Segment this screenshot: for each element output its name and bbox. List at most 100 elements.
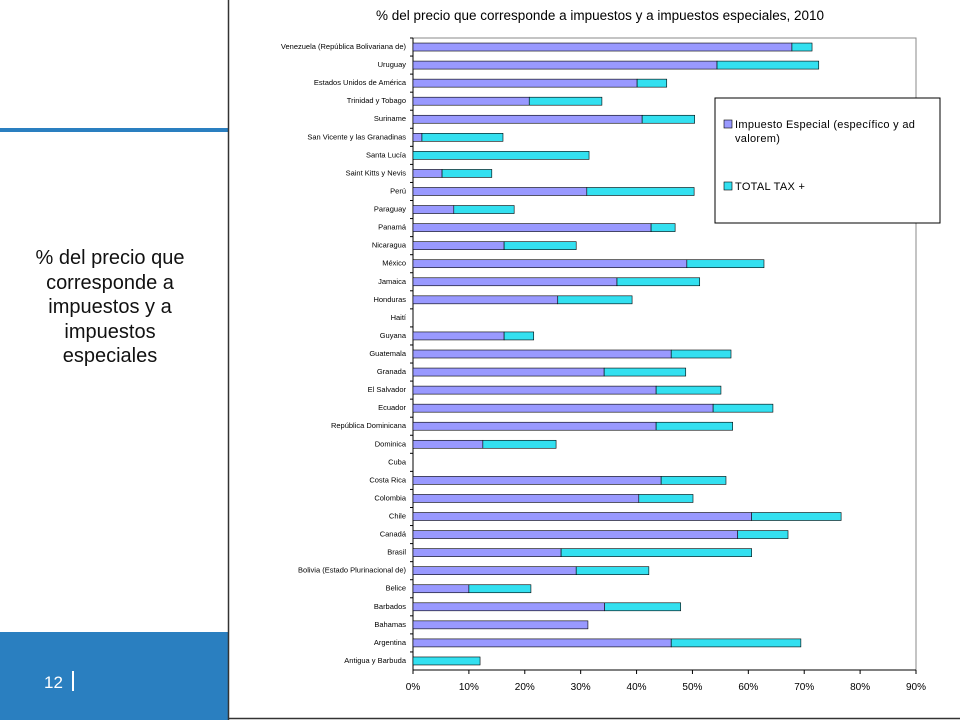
y-tick-label: Trinidad y Tobago: [347, 96, 406, 105]
bar-segment: [712, 403, 774, 413]
legend-label: TOTAL TAX +: [735, 181, 806, 193]
footer-band: [0, 632, 228, 720]
x-tick-label: 40%: [627, 682, 647, 693]
y-tick-label: Nicaragua: [372, 241, 407, 250]
y-tick-label: Saint Kitts y Nevis: [346, 168, 407, 177]
bar-segment: [560, 548, 752, 557]
y-tick-label: Estados Unidos de América: [314, 78, 407, 87]
bar-segment: [412, 42, 793, 52]
bar-segment: [412, 223, 652, 232]
bar-segment: [412, 60, 718, 70]
bar-segment: [412, 277, 618, 287]
legend-entry: TOTAL TAX +: [735, 181, 806, 193]
bar-segment: [575, 566, 650, 575]
y-tick-label: Granada: [377, 367, 407, 376]
x-tick-label: 70%: [794, 682, 814, 693]
y-tick-label: Suriname: [374, 114, 406, 123]
bar-segment: [670, 638, 802, 648]
bar-segment: [716, 60, 820, 70]
bar-segment: [412, 421, 657, 431]
bar-segment: [412, 494, 640, 503]
bar-segment: [557, 295, 633, 305]
bar-segment: [686, 259, 765, 269]
bar-segment: [503, 241, 577, 250]
bar-segment: [641, 114, 695, 124]
bar-segment: [412, 620, 589, 630]
y-tick-label: Canadá: [380, 530, 407, 539]
bar-segment: [412, 78, 638, 88]
y-tick-label: Argentina: [374, 638, 407, 647]
y-tick-label: Venezuela (República Bolivariana de): [281, 42, 407, 51]
bar-segment: [655, 385, 722, 395]
y-tick-label: Chile: [389, 511, 406, 520]
bar-segment: [412, 602, 605, 612]
bar-segment: [412, 259, 688, 269]
bar-segment: [412, 367, 605, 377]
chart-title: % del precio que corresponde a impuestos…: [376, 8, 824, 23]
bar-segment: [650, 223, 676, 232]
bar-segment: [453, 205, 515, 214]
x-tick-label: 50%: [682, 682, 702, 693]
x-tick-label: 20%: [515, 682, 535, 693]
y-tick-label: Panamá: [378, 223, 407, 232]
legend-entry: Impuesto Especial (específico y ad valor…: [735, 119, 916, 145]
y-tick-label: Santa Lucía: [366, 150, 407, 159]
x-tick-label: 30%: [571, 682, 591, 693]
bar-segment: [636, 78, 668, 88]
bar-segment: [412, 169, 443, 178]
bar-segment: [412, 295, 559, 305]
bar-segment: [412, 331, 505, 341]
bar-segment: [412, 151, 590, 160]
bar-segment: [412, 385, 657, 395]
bar-segment: [655, 421, 733, 431]
legend-box: [714, 97, 941, 224]
bar-segment: [616, 277, 701, 287]
bar-segment: [412, 656, 481, 666]
bar-segment: [412, 205, 455, 214]
bar-segment: [737, 530, 789, 539]
x-tick-label: 60%: [738, 682, 758, 693]
bar-segment: [412, 241, 505, 250]
y-tick-label: México: [382, 259, 406, 268]
bar-segment: [528, 96, 603, 106]
bar-segment: [503, 331, 535, 341]
y-tick-label: República Dominicana: [331, 421, 407, 430]
bar-segment: [412, 114, 643, 124]
bar-segment: [412, 439, 484, 449]
y-tick-label: Costa Rica: [369, 475, 407, 484]
bar-segment: [412, 512, 752, 521]
y-tick-label: Guyana: [380, 331, 407, 340]
bar-segment: [603, 367, 687, 377]
y-tick-label: Honduras: [373, 295, 406, 304]
bar-segment: [412, 638, 672, 648]
bar-segment: [586, 187, 695, 196]
x-tick-label: 90%: [906, 682, 926, 693]
x-tick-label: 10%: [459, 682, 479, 693]
y-tick-label: Brasil: [387, 548, 406, 557]
y-tick-label: Jamaica: [378, 277, 407, 286]
y-tick-label: Guatemala: [369, 349, 407, 358]
bar-segment: [421, 133, 504, 142]
bar-segment: [412, 403, 714, 413]
bar-segment: [412, 530, 739, 539]
y-tick-label: Barbados: [374, 602, 406, 611]
x-tick-label: 0%: [406, 682, 421, 693]
bar-segment: [604, 602, 682, 612]
legend-label: Impuesto Especial (específico y ad valor…: [735, 119, 916, 145]
y-tick-label: Uruguay: [378, 60, 407, 69]
y-tick-label: Colombia: [374, 493, 407, 502]
x-tick-label: 80%: [850, 682, 870, 693]
y-tick-label: Bahamas: [374, 620, 406, 629]
legend-swatch: [723, 181, 733, 191]
bar-segment: [660, 476, 727, 485]
page-separator: [72, 671, 74, 691]
bar-segment: [412, 349, 672, 359]
page-number: 12: [44, 673, 63, 692]
y-tick-label: Antigua y Barbuda: [344, 656, 407, 665]
bar-segment: [412, 584, 470, 594]
y-tick-label: Paraguay: [374, 205, 406, 214]
y-tick-label: Perú: [390, 186, 406, 195]
y-tick-label: Dominica: [375, 439, 407, 448]
